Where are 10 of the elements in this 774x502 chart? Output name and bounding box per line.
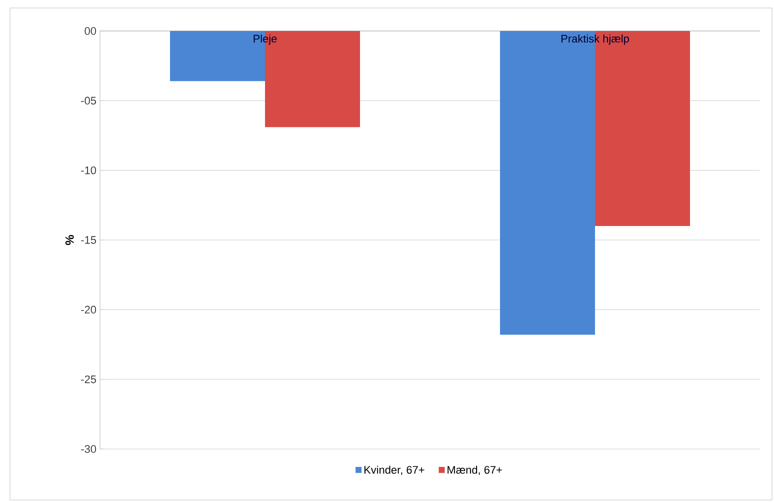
legend-label: Kvinder, 67+ [364,466,424,476]
y-tick-label: -20 [81,306,96,314]
y-tick-label: -15 [81,236,96,244]
y-tick-label: -25 [81,375,96,384]
y-tick-label: 00 [84,27,96,35]
y-tick-label: -30 [81,445,96,453]
legend-label: Mænd, 67+ [448,466,502,476]
y-axis-title: % [65,234,74,246]
y-tick-label: -10 [81,166,96,174]
y-tick-label: -05 [81,96,96,105]
